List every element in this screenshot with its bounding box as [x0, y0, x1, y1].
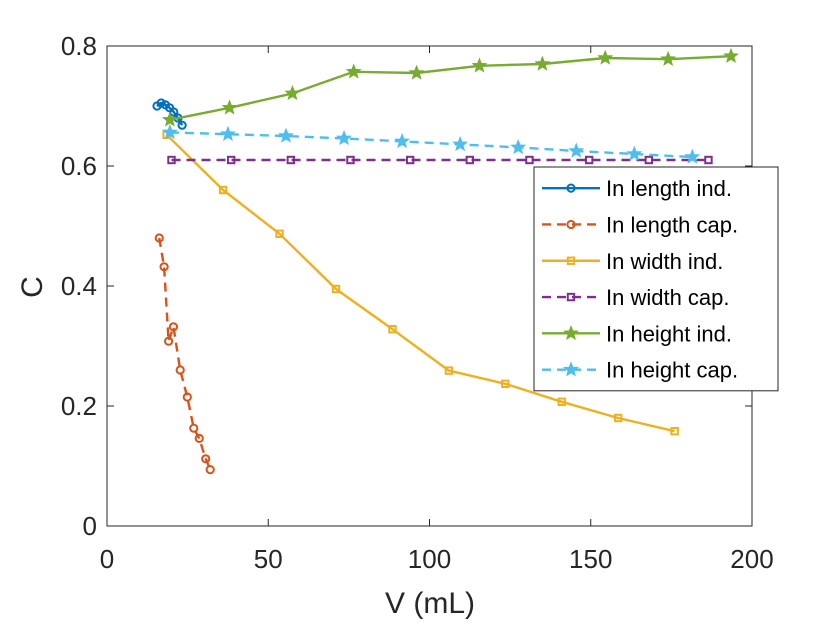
series-3 [162, 130, 679, 436]
data-point [201, 454, 211, 464]
legend-entry: In height ind. [542, 321, 732, 346]
data-point [670, 427, 679, 436]
data-point [584, 155, 594, 165]
data-point [405, 155, 415, 165]
data-point [163, 336, 174, 346]
series-line-3 [165, 133, 675, 433]
data-point [161, 111, 178, 127]
y-tick-label: 0.6 [61, 151, 97, 181]
data-point [154, 233, 164, 243]
legend-marker [563, 361, 579, 377]
series-line-2 [158, 237, 212, 471]
x-tick-label: 200 [730, 544, 773, 574]
legend-label: In length ind. [606, 176, 732, 201]
data-point [557, 397, 566, 407]
series-line-6 [169, 131, 693, 159]
data-point [175, 365, 185, 375]
legend-label: In height cap. [606, 358, 738, 383]
legend-entry: In width ind. [542, 249, 723, 274]
data-point [613, 413, 623, 423]
data-point [194, 433, 204, 443]
legend-marker [566, 292, 576, 302]
data-point [336, 130, 353, 146]
series-5 [161, 47, 740, 127]
y-tick-label: 0.4 [61, 271, 97, 301]
series-4 [167, 155, 713, 165]
data-point [168, 322, 179, 332]
data-point [161, 124, 178, 140]
data-point [408, 64, 425, 80]
data-point [704, 155, 713, 165]
data-point [219, 125, 236, 141]
data-point [278, 127, 294, 143]
legend: In length ind. In length cap. In width ind… [533, 166, 779, 392]
series-layer [152, 47, 740, 475]
data-point [345, 63, 362, 79]
data-point [331, 284, 341, 294]
series-2 [154, 233, 215, 475]
y-axis-label: C [16, 276, 49, 298]
data-point [218, 185, 228, 195]
data-point [452, 136, 469, 152]
y-tick-label: 0 [83, 511, 97, 541]
legend-marker [566, 256, 576, 265]
data-point [169, 107, 179, 117]
legend-label: In width ind. [606, 249, 723, 274]
data-point [388, 325, 397, 334]
x-tick-label: 0 [100, 544, 114, 574]
legend-box [533, 166, 779, 392]
data-point [510, 139, 527, 155]
legend-marker [566, 183, 576, 193]
legend-entry: In length cap. [542, 212, 738, 237]
data-point [465, 155, 475, 165]
legend-label: In length cap. [606, 212, 738, 237]
data-point [626, 145, 643, 161]
data-point [205, 465, 215, 475]
data-point [394, 133, 411, 149]
legend-entry: In height cap. [542, 358, 738, 383]
legend-marker [566, 219, 576, 230]
data-point [275, 229, 284, 239]
data-point [444, 366, 454, 375]
data-point [660, 50, 677, 66]
data-point [167, 155, 176, 165]
legend-marker [563, 324, 579, 341]
series-6 [161, 124, 701, 164]
legend-label: In width cap. [606, 285, 730, 310]
data-point [177, 120, 187, 130]
data-point [286, 155, 296, 165]
x-tick-label: 50 [254, 544, 283, 574]
data-point [471, 57, 488, 73]
legend-entry: In width cap. [542, 285, 730, 310]
data-point [568, 142, 585, 158]
data-point [644, 155, 653, 165]
series-line-5 [169, 55, 732, 121]
data-point [525, 155, 534, 165]
data-point [189, 423, 199, 433]
data-point [159, 262, 169, 272]
data-point [684, 148, 701, 164]
data-point [221, 99, 238, 115]
x-tick-label: 150 [569, 544, 612, 574]
axes-layer: 0 50 100 150 200 0 0.2 0.4 0.6 0.8 [61, 31, 774, 574]
data-point [534, 55, 551, 71]
y-tick-label: 0.8 [61, 31, 97, 61]
data-point [346, 155, 355, 165]
x-axis-label: V (mL) [385, 587, 475, 620]
data-point [284, 85, 301, 101]
x-tick-label: 100 [408, 544, 451, 574]
legend-label: In height ind. [606, 321, 732, 346]
data-point [597, 49, 614, 65]
legend-entry: In length ind. [542, 176, 732, 201]
data-point [226, 155, 236, 165]
data-point [501, 379, 510, 389]
y-tick-label: 0.2 [61, 391, 97, 421]
data-point [182, 392, 192, 402]
data-point [723, 47, 740, 63]
